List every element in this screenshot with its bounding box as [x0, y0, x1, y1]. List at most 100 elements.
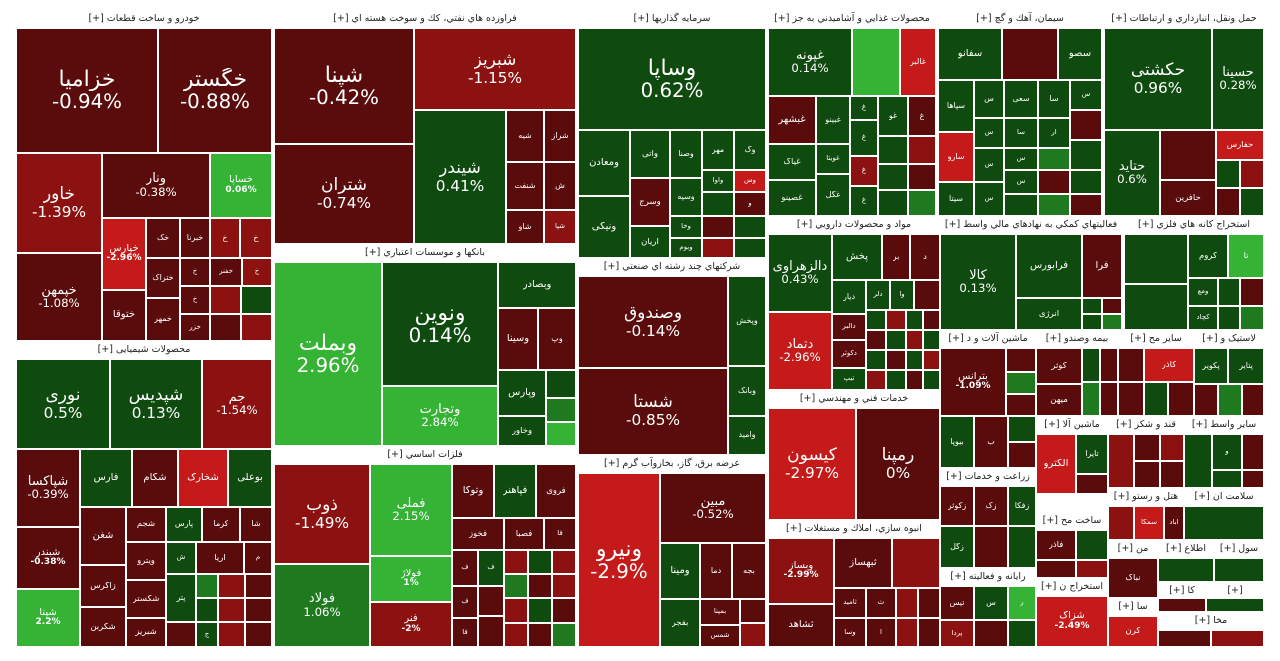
stock-tile[interactable]: وبساز -2.99% — [768, 538, 834, 604]
stock-tile[interactable]: وپخش — [728, 276, 766, 366]
stock-tile[interactable]: غو — [878, 96, 908, 136]
stock-tile[interactable]: فصبا — [504, 518, 544, 550]
sector-header[interactable]: محصولات غذايي و آشاميدني به جز [+] — [768, 10, 936, 29]
stock-tile[interactable]: شبریز — [126, 618, 166, 647]
stock-tile[interactable] — [908, 164, 936, 190]
stock-tile[interactable]: وسا — [834, 618, 866, 647]
stock-tile[interactable]: شتران -0.74% — [274, 144, 414, 244]
stock-tile[interactable] — [528, 550, 552, 574]
stock-tile[interactable]: وصندوق -0.14% — [578, 276, 728, 368]
stock-tile[interactable] — [896, 618, 918, 647]
stock-tile[interactable]: ویترو — [126, 542, 166, 580]
stock-tile[interactable] — [908, 190, 936, 216]
stock-tile[interactable]: وصنا — [670, 130, 702, 178]
stock-tile[interactable] — [478, 616, 504, 647]
stock-tile[interactable] — [504, 550, 528, 574]
sector-header[interactable]: فراورده هاي نفتي، كك و سوخت هسته اي [+] — [274, 10, 576, 29]
stock-tile[interactable] — [546, 422, 576, 446]
stock-tile[interactable]: وتجارت 2.84% — [382, 386, 498, 446]
stock-tile[interactable]: ختوقا — [102, 290, 146, 341]
stock-tile[interactable]: سیتا — [938, 182, 974, 216]
stock-tile[interactable]: دالزهراوی 0.43% — [768, 234, 832, 312]
stock-tile[interactable]: پخش — [832, 234, 882, 280]
stock-tile[interactable]: دیار — [832, 280, 866, 314]
stock-tile[interactable]: ومعادن — [578, 130, 630, 196]
stock-tile[interactable]: غپونه 0.14% — [768, 28, 852, 96]
stock-tile[interactable] — [918, 618, 940, 647]
stock-tile[interactable]: خپمهن -1.08% — [16, 253, 102, 341]
stock-tile[interactable]: ب — [974, 416, 1008, 468]
stock-tile[interactable]: خساپا 0.06% — [210, 153, 272, 218]
stock-tile[interactable] — [906, 350, 923, 370]
stock-tile[interactable]: خ — [180, 258, 210, 286]
stock-tile[interactable]: بوعلی — [228, 449, 272, 507]
stock-tile[interactable] — [196, 574, 218, 598]
stock-tile[interactable]: ف — [452, 586, 478, 618]
sector-header[interactable]: شرکتهاي چند رشته اي صنعتي [+] — [578, 258, 766, 277]
stock-tile[interactable] — [1102, 298, 1122, 314]
stock-tile[interactable]: غبینو — [816, 96, 850, 144]
stock-tile[interactable] — [914, 280, 940, 310]
stock-tile[interactable] — [1076, 560, 1108, 578]
stock-tile[interactable]: ش — [544, 162, 576, 210]
stock-tile[interactable]: کچاد — [1188, 306, 1218, 330]
stock-tile[interactable] — [1108, 434, 1134, 488]
stock-tile[interactable] — [1070, 140, 1102, 170]
stock-tile[interactable] — [1100, 348, 1118, 382]
stock-tile[interactable]: تیپ — [832, 368, 866, 390]
stock-tile[interactable]: فرا — [1082, 234, 1122, 298]
stock-tile[interactable]: خ — [210, 218, 240, 258]
stock-tile[interactable]: وساپا 0.62% — [578, 28, 766, 130]
stock-tile[interactable]: پارس — [166, 507, 202, 542]
stock-tile[interactable] — [218, 574, 245, 598]
stock-tile[interactable]: شپا — [544, 210, 576, 244]
stock-tile[interactable] — [552, 598, 576, 623]
sector-header[interactable]: محصولات شیمیایی [+] — [16, 341, 272, 360]
stock-tile[interactable]: سآ — [1038, 80, 1070, 118]
stock-tile[interactable] — [1160, 130, 1216, 180]
stock-tile[interactable] — [478, 586, 504, 616]
stock-tile[interactable]: شبریز -1.15% — [414, 28, 576, 110]
stock-tile[interactable]: کرن — [1108, 616, 1158, 647]
sector-header[interactable]: استخراج كانه هاي فلزي [+] — [1124, 216, 1264, 235]
stock-tile[interactable]: ومع — [1188, 278, 1218, 306]
stock-tile[interactable] — [504, 598, 528, 623]
stock-tile[interactable] — [241, 314, 272, 341]
stock-tile[interactable] — [1076, 530, 1108, 560]
stock-tile[interactable]: مهر — [702, 130, 734, 170]
stock-tile[interactable] — [546, 398, 576, 422]
stock-tile[interactable] — [1004, 194, 1038, 216]
stock-tile[interactable] — [1008, 442, 1036, 468]
stock-tile[interactable] — [906, 370, 923, 390]
stock-tile[interactable] — [702, 238, 734, 258]
stock-tile[interactable]: واتی — [630, 130, 670, 178]
stock-tile[interactable] — [1002, 28, 1058, 80]
stock-tile[interactable]: ونوین 0.14% — [382, 262, 498, 386]
stock-tile[interactable]: وآوا — [702, 170, 734, 192]
stock-tile[interactable] — [241, 286, 272, 314]
stock-tile[interactable]: شپنا 2.2% — [16, 589, 80, 647]
stock-tile[interactable]: غ — [850, 96, 878, 120]
stock-tile[interactable] — [1206, 598, 1264, 612]
stock-tile[interactable]: میهن — [1036, 384, 1082, 416]
stock-tile[interactable]: دالبر — [832, 314, 866, 340]
stock-tile[interactable]: فا — [452, 618, 478, 647]
stock-tile[interactable]: ثبهساز — [834, 538, 892, 588]
stock-tile[interactable]: ف — [452, 550, 478, 586]
stock-tile[interactable]: شخارک — [178, 449, 228, 507]
stock-tile[interactable] — [740, 599, 766, 623]
stock-tile[interactable] — [210, 314, 241, 341]
stock-tile[interactable] — [1118, 348, 1144, 382]
stock-tile[interactable]: حآفرین — [1160, 180, 1216, 216]
stock-tile[interactable] — [923, 370, 940, 390]
stock-tile[interactable]: فملی 2.15% — [370, 464, 452, 556]
stock-tile[interactable]: زگل — [940, 526, 974, 568]
stock-tile[interactable]: حکشتی 0.96% — [1104, 28, 1212, 130]
stock-tile[interactable]: وگ — [734, 130, 766, 170]
stock-tile[interactable]: شپنا -0.42% — [274, 28, 414, 144]
stock-tile[interactable] — [1008, 526, 1036, 568]
stock-tile[interactable]: فولاد 1.06% — [274, 564, 370, 647]
stock-tile[interactable]: خگستر -0.88% — [158, 28, 272, 153]
stock-tile[interactable] — [196, 598, 218, 622]
stock-tile[interactable]: وپ — [538, 308, 576, 370]
